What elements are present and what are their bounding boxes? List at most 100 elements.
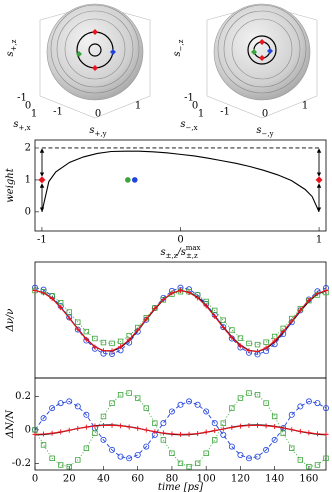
- marker-plus: [246, 348, 252, 354]
- marker-plus: [314, 431, 320, 437]
- y-tick-label: -1: [220, 107, 230, 118]
- marker-plus: [272, 424, 278, 430]
- box-edge: [39, 95, 96, 119]
- marker-circle: [40, 415, 47, 422]
- latitude: [223, 10, 301, 88]
- marker-square: [92, 430, 98, 436]
- box-edge: [206, 95, 263, 119]
- marker-circle: [168, 408, 175, 415]
- marker-plus: [314, 290, 320, 296]
- state-dot: [110, 49, 116, 55]
- marker-square: [100, 413, 107, 420]
- marker-square: [280, 430, 286, 436]
- marker-plus: [178, 287, 183, 293]
- marker-square: [212, 437, 218, 443]
- x-tick-label: 40: [97, 474, 110, 485]
- marker-square: [83, 445, 90, 451]
- sphere: [46, 3, 144, 101]
- marker-square: [109, 400, 115, 406]
- orbit: [247, 35, 277, 65]
- marker-plus: [160, 296, 166, 302]
- marker-square: [135, 395, 141, 401]
- marker-circle: [314, 400, 321, 407]
- marker-circle: [83, 411, 90, 418]
- marker-square: [66, 309, 72, 315]
- marker-circle: [143, 443, 150, 450]
- z-axis-label: s+,z: [5, 39, 19, 56]
- marker-plus: [152, 305, 158, 311]
- marker-plus: [92, 423, 98, 429]
- marker-circle: [263, 446, 270, 453]
- marker-plus: [289, 427, 295, 433]
- marker-plus: [220, 325, 226, 331]
- series-line: [34, 289, 327, 353]
- marker-square: [306, 463, 312, 470]
- marker-square: [297, 457, 304, 463]
- x-tick-label: 0: [192, 101, 198, 112]
- marker-square: [92, 335, 98, 342]
- y-tick-label: 0: [25, 206, 31, 217]
- marker-plus: [323, 287, 329, 293]
- x-tick-label: 0: [25, 101, 31, 112]
- y-axis-label: Δν/ν: [5, 309, 16, 333]
- x-tick-label: 0: [32, 474, 38, 485]
- x-axis-label-sub: ±,z: [166, 252, 178, 260]
- marker-square: [246, 390, 252, 396]
- y-axis-label: ΔN/N: [5, 409, 16, 439]
- x-tick-label: 1: [198, 109, 204, 120]
- x-tick-label: 100: [197, 474, 216, 485]
- series-line: [34, 290, 327, 346]
- marker-plus: [118, 423, 124, 429]
- x-tick-label: 1: [31, 109, 37, 120]
- y-axis-label-base: s: [256, 125, 261, 136]
- marker-plus: [143, 316, 149, 322]
- marker-circle: [49, 405, 56, 412]
- y-axis-label: s−,y: [256, 125, 273, 139]
- x-tick-label: 60: [131, 474, 144, 485]
- marker-plus: [152, 429, 158, 435]
- series-line: [34, 400, 327, 459]
- x-axis-label: s−,x: [180, 119, 197, 133]
- marker-square: [152, 420, 158, 426]
- marker-square: [143, 405, 149, 411]
- marker-square: [323, 455, 329, 461]
- z-axis-label-base: s: [5, 51, 16, 56]
- marker-plus: [118, 344, 124, 350]
- marker-circle: [117, 453, 124, 460]
- marker-square: [263, 400, 269, 406]
- marker-plus: [306, 297, 312, 303]
- x-tick-label: 160: [299, 474, 318, 485]
- marker-plus: [109, 422, 115, 428]
- marker-square: [169, 450, 175, 456]
- y-tick-label: 1: [135, 101, 141, 112]
- marker-plus: [83, 336, 89, 342]
- marker-plus: [229, 335, 235, 341]
- marker-plus: [32, 431, 38, 437]
- marker-plus: [49, 296, 55, 302]
- marker-square: [126, 390, 132, 396]
- latitude: [217, 4, 307, 94]
- marker-plus: [306, 430, 312, 436]
- latitude: [231, 18, 293, 80]
- marker-plus: [169, 431, 175, 437]
- marker-square: [212, 307, 218, 314]
- y-tick-label: -1: [53, 107, 63, 118]
- x-tick-label: 0: [177, 235, 183, 246]
- marker-plus: [178, 431, 183, 437]
- marker-square: [177, 460, 184, 467]
- marker-plus: [263, 345, 269, 351]
- latitude: [50, 4, 140, 94]
- y-axis-label-base: weight: [5, 167, 16, 203]
- marker-plus: [297, 307, 303, 313]
- marker-plus: [195, 295, 201, 301]
- y-axis-label-base: ΔN/N: [5, 409, 16, 439]
- marker-square: [314, 462, 321, 468]
- marker-plus: [195, 431, 201, 437]
- marker-plus: [135, 425, 141, 431]
- marker-plus: [75, 426, 81, 432]
- marker-plus: [143, 427, 149, 433]
- state-dot: [251, 49, 257, 55]
- x-tick-label: -1: [37, 235, 47, 246]
- z-axis-label-base: s: [172, 51, 183, 56]
